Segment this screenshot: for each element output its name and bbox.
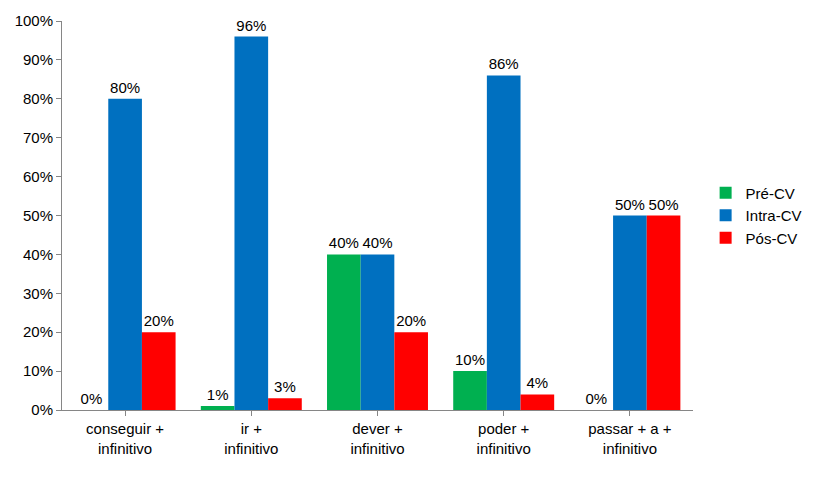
svg-text:40%: 40%	[362, 234, 392, 251]
svg-text:poder +infinitivo: poder +infinitivo	[477, 420, 531, 457]
svg-text:10%: 10%	[23, 362, 53, 379]
svg-text:50%: 50%	[615, 196, 645, 213]
svg-text:96%: 96%	[236, 17, 266, 34]
svg-text:60%: 60%	[23, 168, 53, 185]
svg-text:50%: 50%	[649, 196, 679, 213]
svg-text:100%: 100%	[15, 12, 53, 29]
svg-text:Intra-CV: Intra-CV	[746, 207, 802, 224]
svg-text:Pré-CV: Pré-CV	[746, 185, 795, 202]
svg-text:20%: 20%	[144, 312, 174, 329]
svg-text:dever +infinitivo: dever +infinitivo	[350, 420, 404, 457]
svg-text:passar + a +infinitivo: passar + a +infinitivo	[588, 420, 672, 457]
svg-text:10%: 10%	[455, 351, 485, 368]
svg-text:0%: 0%	[81, 390, 103, 407]
svg-text:40%: 40%	[329, 234, 359, 251]
svg-text:conseguir +infinitivo: conseguir +infinitivo	[86, 420, 164, 457]
svg-text:90%: 90%	[23, 51, 53, 68]
svg-text:80%: 80%	[110, 79, 140, 96]
svg-text:30%: 30%	[23, 285, 53, 302]
svg-text:50%: 50%	[23, 207, 53, 224]
svg-text:3%: 3%	[274, 378, 296, 395]
svg-text:80%: 80%	[23, 90, 53, 107]
svg-text:20%: 20%	[23, 323, 53, 340]
svg-text:ir +infinitivo: ir +infinitivo	[224, 420, 278, 457]
svg-text:1%: 1%	[207, 386, 229, 403]
svg-text:86%: 86%	[489, 55, 519, 72]
svg-text:0%: 0%	[585, 390, 607, 407]
svg-text:0%: 0%	[31, 401, 53, 418]
svg-text:Pós-CV: Pós-CV	[746, 230, 798, 247]
svg-text:20%: 20%	[396, 312, 426, 329]
svg-text:70%: 70%	[23, 129, 53, 146]
svg-text:4%: 4%	[527, 374, 549, 391]
svg-text:40%: 40%	[23, 246, 53, 263]
